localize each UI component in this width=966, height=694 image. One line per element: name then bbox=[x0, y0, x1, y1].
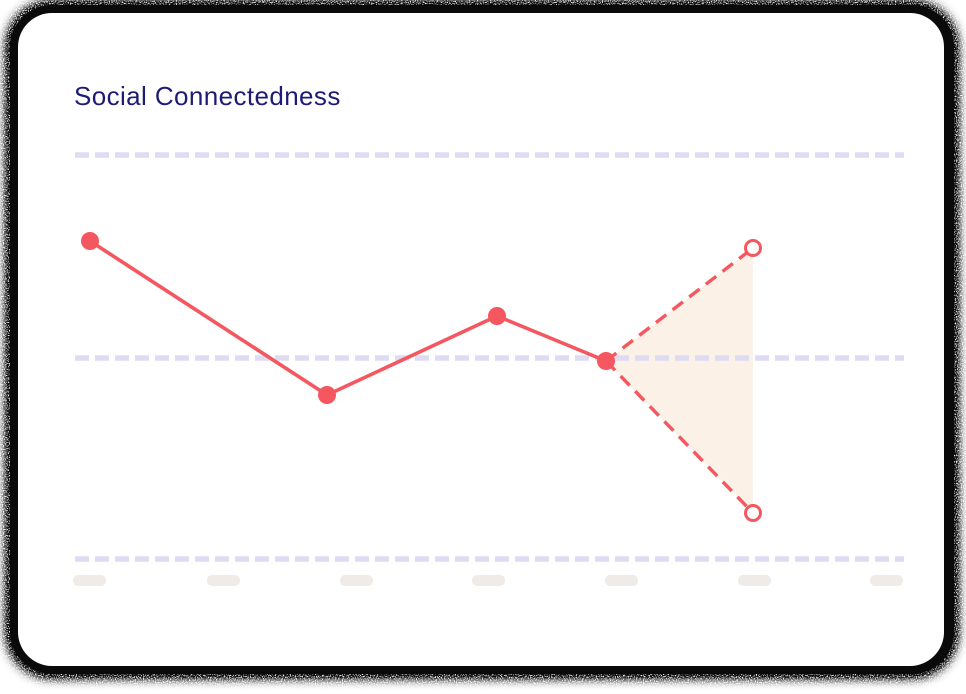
forecast-upper-line bbox=[604, 246, 755, 363]
chart-title: Social Connectedness bbox=[74, 81, 341, 111]
x-label-skeleton-3 bbox=[472, 575, 505, 586]
x-label-skeleton-5 bbox=[738, 575, 771, 586]
observed-point-1[interactable] bbox=[318, 386, 336, 404]
x-label-skeleton-1 bbox=[207, 575, 240, 586]
forecast-upper-point[interactable] bbox=[744, 239, 762, 257]
forecast-fan-fill bbox=[606, 248, 753, 513]
observed-point-3[interactable] bbox=[597, 352, 615, 370]
observed-line bbox=[89, 239, 607, 397]
forecast-lower-point[interactable] bbox=[744, 504, 762, 522]
observed-point-0[interactable] bbox=[81, 232, 99, 250]
observed-point-2[interactable] bbox=[488, 307, 506, 325]
forecast-lower-line bbox=[604, 359, 755, 515]
x-label-skeleton-6 bbox=[870, 575, 903, 586]
x-label-skeleton-0 bbox=[73, 575, 106, 586]
x-label-skeleton-2 bbox=[340, 575, 373, 586]
x-label-skeleton-4 bbox=[605, 575, 638, 586]
